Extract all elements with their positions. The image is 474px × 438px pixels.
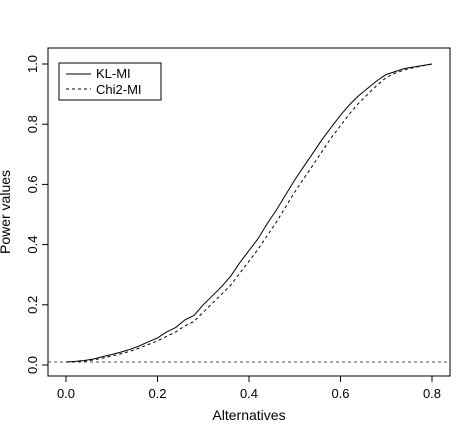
legend-label-kl-mi: KL-MI (96, 66, 131, 81)
y-tick-label: 0.0 (25, 356, 40, 374)
legend-label-chi2-mi: Chi2-MI (96, 82, 142, 97)
y-axis-label: Power values (0, 170, 13, 254)
series-line-kl-mi (65, 63, 433, 363)
y-tick-label: 0.6 (25, 175, 40, 193)
x-tick-label: 0.6 (331, 386, 349, 401)
series-layer (65, 63, 433, 363)
series-line-chi2-mi (65, 63, 433, 363)
y-axis: 0.0 0.2 0.4 0.6 0.8 1.0 (25, 55, 49, 374)
y-tick-label: 1.0 (25, 55, 40, 73)
legend: KL-MI Chi2-MI (58, 62, 162, 101)
x-tick-label: 0.4 (240, 386, 258, 401)
y-tick-label: 0.8 (25, 115, 40, 133)
x-tick-label: 0.0 (57, 386, 75, 401)
y-tick-label: 0.2 (25, 296, 40, 314)
legend-box (58, 62, 162, 101)
y-tick-label: 0.4 (25, 236, 40, 254)
x-tick-label: 0.8 (423, 386, 441, 401)
x-axis: 0.0 0.2 0.4 0.6 0.8 (57, 375, 441, 401)
x-axis-label: Alternatives (212, 407, 285, 423)
x-tick-label: 0.2 (148, 386, 166, 401)
